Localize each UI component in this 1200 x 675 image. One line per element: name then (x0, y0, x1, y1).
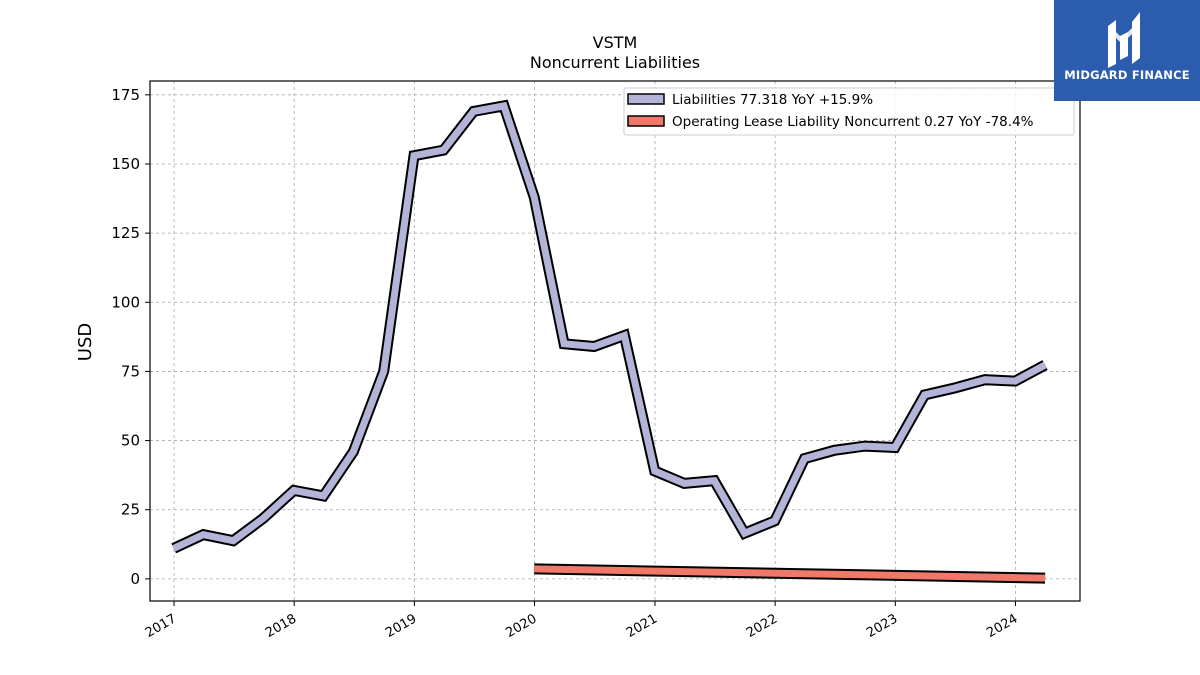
legend-label-liabilities: Liabilities 77.318 YoY +15.9% (672, 92, 873, 108)
legend-box (623, 87, 1075, 136)
series-liabilities-line (172, 101, 1047, 552)
y-tick-label: 75 (121, 362, 140, 380)
brand-logo: MIDGARD FINANCE (1054, 0, 1200, 101)
legend-label-lease: Operating Lease Liability Noncurrent 0.2… (672, 114, 1034, 130)
x-tick-label: 2019 (383, 611, 419, 641)
legend-swatch-liabilities (627, 93, 665, 105)
x-tick-label: 2022 (744, 611, 780, 641)
plot-frame (149, 80, 1081, 602)
y-tick-label: 125 (111, 224, 140, 242)
y-axis: 0 25 50 75 100 125 150 175 (111, 86, 150, 588)
chart-subtitle: Noncurrent Liabilities (530, 53, 700, 72)
y-axis-label: USD (75, 323, 96, 361)
y-tick-label: 100 (111, 293, 140, 311)
y-tick-label: 0 (130, 570, 140, 588)
brand-name: MIDGARD FINANCE (1064, 68, 1190, 82)
x-tick-label: 2020 (503, 611, 539, 641)
y-tick-label: 175 (111, 86, 140, 104)
x-tick-label: 2017 (143, 611, 179, 641)
x-axis: 2017 2018 2019 2020 2021 2022 2023 2024 (143, 601, 1020, 641)
x-tick-label: 2021 (624, 611, 660, 641)
y-tick-label: 50 (121, 432, 140, 450)
x-tick-label: 2024 (984, 611, 1020, 641)
x-tick-label: 2023 (864, 611, 900, 641)
y-tick-label: 25 (121, 501, 140, 519)
legend-swatch-lease (627, 115, 665, 127)
y-tick-label: 150 (111, 155, 140, 173)
legend: Liabilities 77.318 YoY +15.9% Operating … (623, 87, 1075, 136)
chart-title: VSTM (593, 33, 638, 52)
x-tick-label: 2018 (263, 611, 299, 641)
series-layer (171, 99, 1048, 584)
series-liabilities-outline (171, 99, 1048, 554)
brand-mark-icon (1108, 12, 1140, 68)
series-lease-line (534, 565, 1046, 582)
